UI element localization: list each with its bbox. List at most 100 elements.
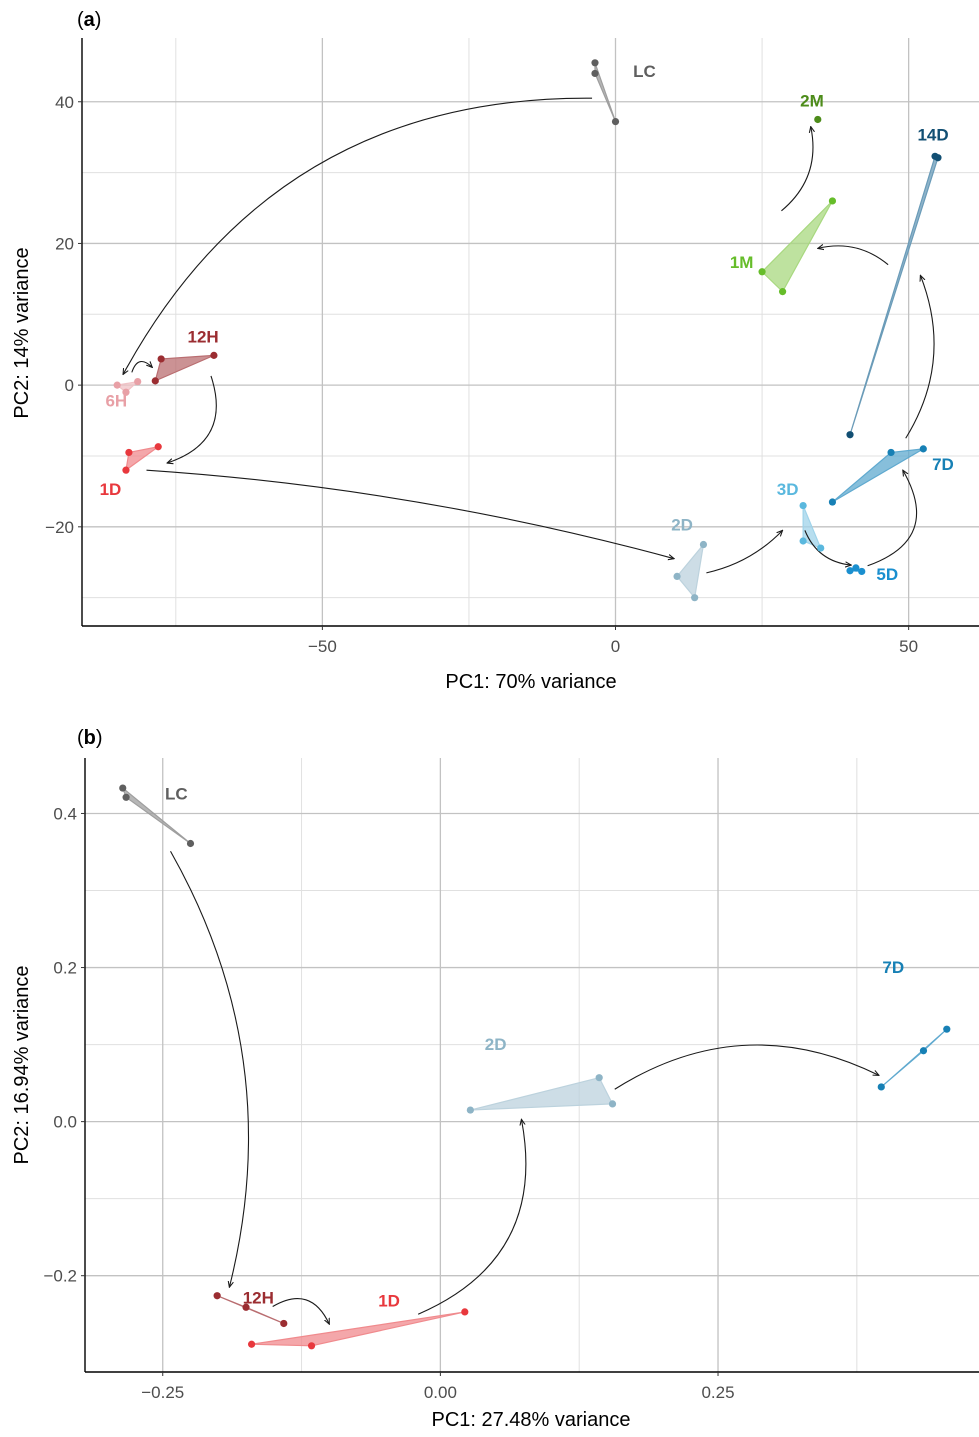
point-3d <box>799 501 807 510</box>
point-1d <box>125 448 133 457</box>
point-12h <box>280 1319 288 1328</box>
hull-2d <box>469 1077 614 1111</box>
x-tick-label: −50 <box>308 637 337 656</box>
x-tick-label: 0 <box>611 637 620 656</box>
point-2d <box>466 1106 474 1114</box>
x-tick-label: −0.25 <box>141 1383 184 1402</box>
panel-a-tag: (a) <box>77 9 101 31</box>
group-label-6h: 6H <box>105 391 127 410</box>
point-3d <box>817 544 825 552</box>
point-2d <box>673 572 681 581</box>
group-label-2d: 2D <box>485 1035 507 1054</box>
point-1m <box>778 288 787 296</box>
y-tick-label: 0 <box>65 376 74 395</box>
point-7d <box>943 1025 951 1033</box>
point-7d <box>828 498 837 506</box>
panel-b-points <box>119 784 951 1350</box>
hull-6h <box>116 380 139 393</box>
point-14d <box>934 154 942 162</box>
panel-b-y-axis-title: PC2: 16.94% variance <box>11 965 33 1164</box>
point-7d <box>877 1083 885 1091</box>
point-lc <box>186 839 195 848</box>
group-label-7d: 7D <box>882 958 904 977</box>
point-7d <box>919 1047 928 1055</box>
panel-a-points <box>113 59 942 602</box>
point-1m <box>758 268 766 276</box>
y-tick-label: −0.2 <box>43 1267 77 1286</box>
group-label-2d: 2D <box>671 515 693 534</box>
panel-a-group-labels: LC 6H 12H 1D 2D 3D 5D 7D 14D 1M 2M <box>100 62 954 584</box>
group-label-7d: 7D <box>932 455 954 474</box>
x-tick-label: 50 <box>899 637 918 656</box>
point-1d <box>247 1340 256 1348</box>
hull-7d <box>880 1028 948 1088</box>
point-6h <box>134 377 142 386</box>
point-5d <box>846 567 854 575</box>
transition-arrow <box>867 470 918 567</box>
panel-a-grid <box>82 38 979 626</box>
hull-12h <box>216 1295 285 1325</box>
point-7d <box>919 445 927 453</box>
point-1m <box>828 197 837 205</box>
group-label-lc: LC <box>633 62 656 81</box>
point-12h <box>151 377 159 385</box>
point-lc <box>122 793 130 801</box>
y-tick-label: 20 <box>55 234 74 253</box>
transition-arrow <box>804 530 851 565</box>
transition-arrow <box>706 530 782 574</box>
panel-b-grid <box>85 758 979 1372</box>
panel-b-axes: −0.25 0.00 0.25 −0.2 0.0 0.2 0.4 <box>43 758 979 1402</box>
hull-2d <box>676 543 705 599</box>
y-tick-label: 0.0 <box>53 1113 77 1132</box>
point-lc <box>611 117 620 126</box>
point-12h <box>157 355 165 363</box>
panel-b-tag: (b) <box>77 727 103 749</box>
panel-a: (a) LC 6H 12H 1D 2D 3D 5D 7D 14D 1M 2M −50 0 50 −20 0 2… <box>11 9 979 693</box>
transition-arrow <box>272 1298 330 1325</box>
panel-b-letter: b <box>84 727 96 749</box>
panel-a-arrows <box>123 97 935 574</box>
group-label-5d: 5D <box>876 565 898 584</box>
group-label-1m: 1M <box>730 253 754 272</box>
group-label-1d: 1D <box>378 1292 400 1311</box>
x-tick-label: 0.00 <box>424 1383 457 1402</box>
transition-arrow <box>146 469 674 559</box>
transition-arrow <box>818 246 889 266</box>
hull-1m <box>761 200 834 293</box>
transition-arrow <box>417 1119 527 1315</box>
point-1d <box>154 443 162 451</box>
hull-3d <box>802 504 822 549</box>
point-2d <box>608 1100 617 1108</box>
panel-b-group-labels: LC 12H 1D 2D 7D <box>165 785 904 1311</box>
transition-arrow <box>131 361 153 373</box>
point-5d <box>858 567 866 576</box>
panel-b: (b) LC 12H 1D 2D 7D −0.25 0.00 0.25 −0.2 0.0 0.2 0… <box>11 727 979 1431</box>
group-label-12h: 12H <box>243 1288 274 1307</box>
hull-14d <box>849 155 939 436</box>
hull-1d <box>250 1311 466 1347</box>
y-tick-label: 40 <box>55 93 74 112</box>
transition-arrow <box>123 97 593 374</box>
panel-a-hulls <box>116 62 939 599</box>
panel-a-y-axis-title: PC2: 14% variance <box>11 247 33 418</box>
group-label-12h: 12H <box>188 328 219 347</box>
point-6h <box>113 381 121 389</box>
point-1d <box>307 1342 316 1350</box>
point-5d <box>852 564 860 572</box>
y-tick-label: −20 <box>45 518 74 537</box>
panel-a-letter: a <box>84 9 96 31</box>
point-12h <box>242 1303 250 1311</box>
point-14d <box>846 431 854 439</box>
group-label-3d: 3D <box>777 480 799 499</box>
transition-arrow <box>781 127 813 212</box>
transition-arrow <box>170 850 250 1287</box>
point-12h <box>210 351 218 359</box>
group-label-14d: 14D <box>917 126 948 145</box>
point-lc <box>119 784 127 792</box>
point-12h <box>213 1292 221 1300</box>
group-label-1d: 1D <box>100 480 122 499</box>
panel-b-arrows <box>170 850 880 1325</box>
point-1d <box>122 466 130 474</box>
